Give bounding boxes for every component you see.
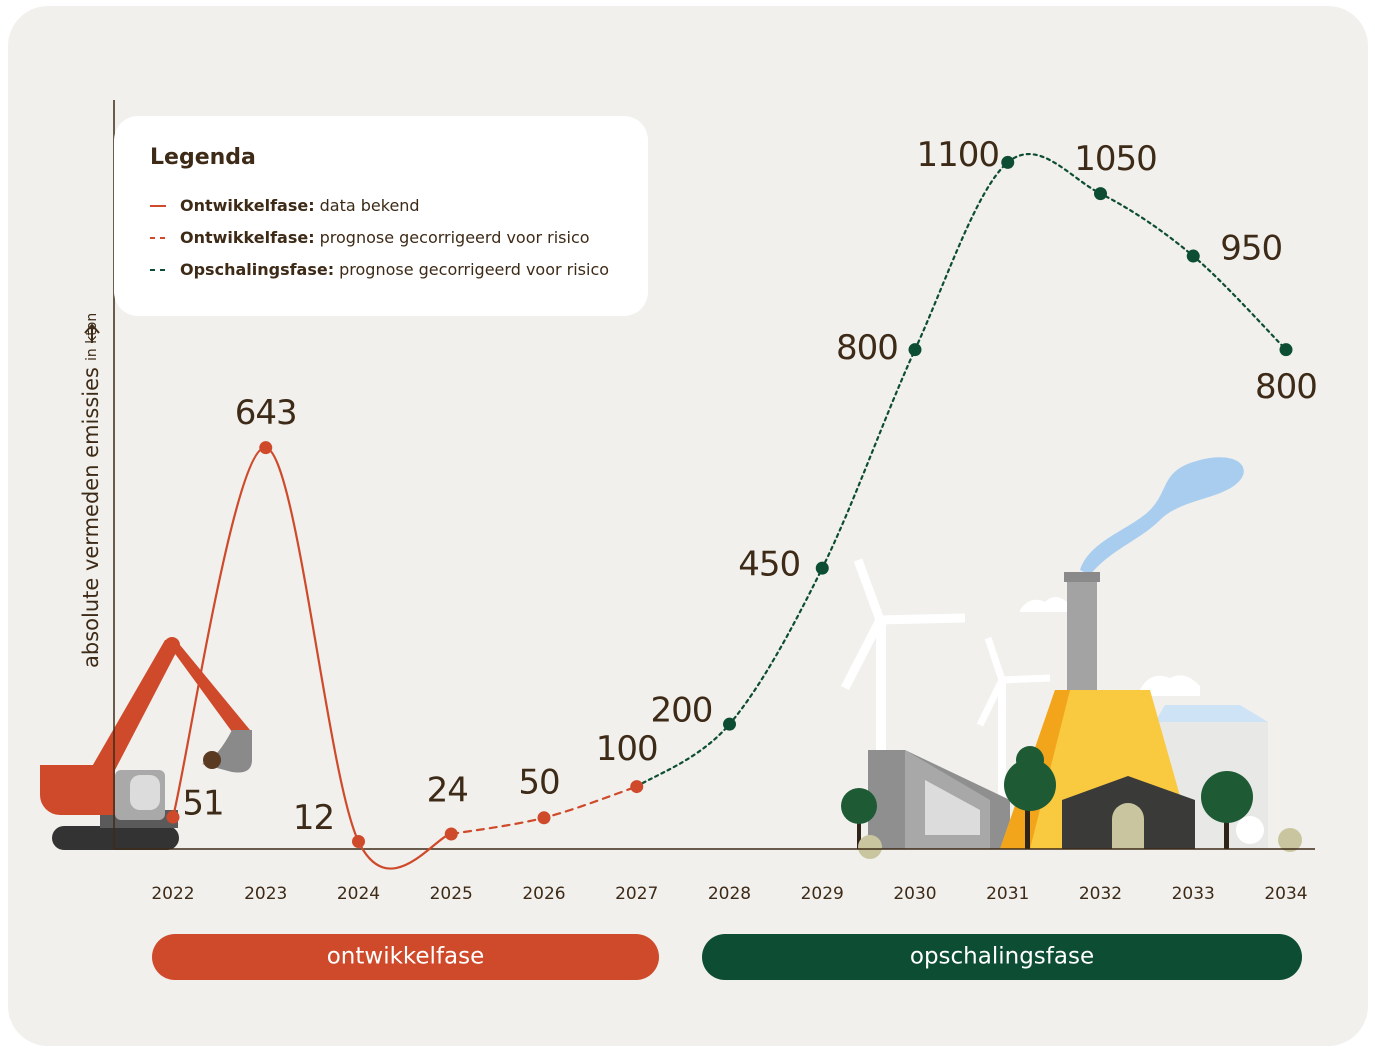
data-label: 1050 <box>1074 139 1157 179</box>
data-label: 643 <box>235 393 297 433</box>
x-tick-label: 2034 <box>1264 884 1307 904</box>
x-tick-label: 2025 <box>430 884 473 904</box>
chart: absolute vermeden emissiesin kton Legend… <box>0 0 1375 1050</box>
phase-label: opschalingsfase <box>910 944 1094 970</box>
data-point <box>723 718 736 731</box>
data-point <box>352 835 365 848</box>
legend-entry: Ontwikkelfase: data bekend <box>180 196 420 215</box>
data-label: 1100 <box>916 135 999 175</box>
legend-title: Legenda <box>150 145 256 170</box>
data-point <box>1187 250 1200 263</box>
legend-entry: Ontwikkelfase: prognose gecorrigeerd voor… <box>180 228 590 247</box>
data-label: 51 <box>182 784 223 824</box>
x-tick-label: 2030 <box>893 884 936 904</box>
phase-label: ontwikkelfase <box>327 944 485 970</box>
data-label: 950 <box>1220 229 1282 269</box>
data-point <box>1280 343 1293 356</box>
legend-detail: data bekend <box>320 196 420 215</box>
data-label: 450 <box>738 545 800 585</box>
data-point <box>445 828 458 841</box>
data-point <box>816 562 829 575</box>
legend-detail: prognose gecorrigeerd voor risico <box>320 228 590 247</box>
x-tick-label: 2033 <box>1172 884 1215 904</box>
x-tick-label: 2032 <box>1079 884 1122 904</box>
data-point <box>1094 187 1107 200</box>
data-label: 800 <box>1255 367 1317 407</box>
data-label: 800 <box>836 328 898 368</box>
data-point <box>259 441 272 454</box>
page: absolute vermeden emissiesin kton Legend… <box>0 0 1375 1050</box>
legend-entry: Opschalingsfase: prognose gecorrigeerd vo… <box>180 260 609 279</box>
legend-name: Opschalingsfase: <box>180 260 334 279</box>
data-label: 100 <box>596 729 658 769</box>
legend-name: Ontwikkelfase: <box>180 228 315 247</box>
x-tick-label: 2028 <box>708 884 751 904</box>
x-tick-label: 2023 <box>244 884 287 904</box>
x-tick-label: 2031 <box>986 884 1029 904</box>
data-label: 24 <box>427 771 468 811</box>
legend-detail: prognose gecorrigeerd voor risico <box>339 260 609 279</box>
data-label: 200 <box>651 691 713 731</box>
x-tick-label: 2022 <box>151 884 194 904</box>
data-point <box>909 343 922 356</box>
y-axis-label-main: absolute vermeden emissies <box>79 367 103 668</box>
data-point <box>538 811 551 824</box>
data-label: 50 <box>518 762 559 802</box>
data-label: 12 <box>293 798 334 838</box>
x-tick-label: 2024 <box>337 884 380 904</box>
x-tick-label: 2027 <box>615 884 658 904</box>
data-point <box>1001 156 1014 169</box>
data-point <box>167 811 180 824</box>
x-tick-label: 2029 <box>801 884 844 904</box>
legend-name: Ontwikkelfase: <box>180 196 315 215</box>
x-tick-label: 2026 <box>522 884 565 904</box>
data-point <box>630 780 643 793</box>
